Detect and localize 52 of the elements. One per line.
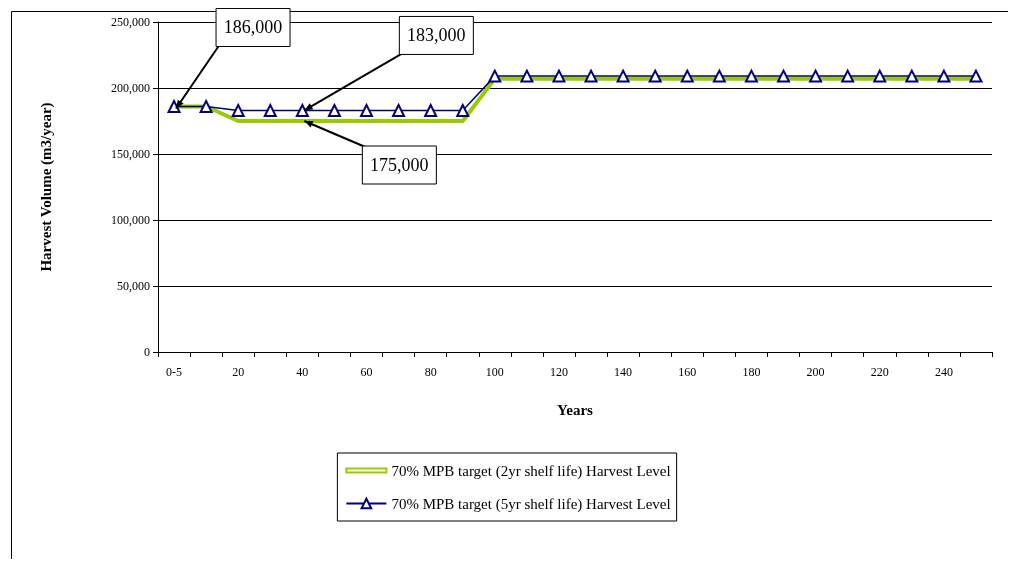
y-tick-label: 200,000	[111, 81, 150, 95]
point	[167, 99, 181, 113]
point	[584, 69, 598, 83]
point	[295, 103, 309, 117]
y-tick-label: 250,000	[111, 15, 150, 29]
x-tick-label: 160	[678, 365, 697, 379]
point	[552, 69, 566, 83]
point	[231, 103, 245, 117]
point	[905, 69, 919, 83]
y-tick-label: 50,000	[117, 279, 150, 293]
point	[520, 69, 534, 83]
annotation: 186,000	[223, 17, 283, 38]
y-tick-label: 100,000	[111, 213, 150, 227]
point	[937, 69, 951, 83]
x-tick-label: 20	[232, 365, 245, 379]
point	[777, 69, 790, 83]
point	[873, 69, 887, 83]
point	[648, 69, 662, 83]
point	[392, 103, 406, 117]
x-tick-label: 140	[614, 365, 633, 379]
point	[488, 69, 502, 83]
point	[841, 69, 855, 83]
x-tick-label: 200	[806, 365, 825, 379]
point	[680, 69, 694, 83]
x-tick-label: 240	[934, 365, 953, 379]
point	[809, 69, 823, 83]
point	[744, 69, 758, 83]
x-tick-label: 0-5	[166, 365, 183, 379]
x-tick-label: 40	[296, 365, 309, 379]
point	[712, 69, 726, 83]
x-tick-label: 180	[742, 365, 761, 379]
point	[456, 103, 470, 117]
y-tick-label: 150,000	[111, 147, 150, 161]
legend-label: 70% MPB target (5yr shelf life) Harvest Level	[391, 495, 671, 513]
y-tick-label: 0	[144, 345, 150, 359]
point	[199, 99, 213, 113]
x-tick-label: 120	[549, 365, 568, 379]
point	[327, 103, 341, 117]
x-tick-label: 220	[870, 365, 889, 379]
point	[969, 69, 983, 83]
legend-label: 70% MPB target (2yr shelf life) Harvest Level	[391, 462, 671, 480]
point	[263, 103, 277, 117]
x-tick-label: 100	[485, 365, 504, 379]
annotation: 175,000	[370, 155, 429, 175]
x-tick-label: 80	[424, 365, 437, 379]
point	[616, 69, 630, 83]
point	[360, 103, 373, 117]
annotation: 183,000	[407, 25, 466, 46]
x-tick-label: 60	[360, 365, 373, 379]
y-axis-title: Harvest Volume (m3/year)	[37, 102, 55, 272]
x-axis-title: Years	[557, 401, 594, 418]
point	[424, 103, 438, 117]
